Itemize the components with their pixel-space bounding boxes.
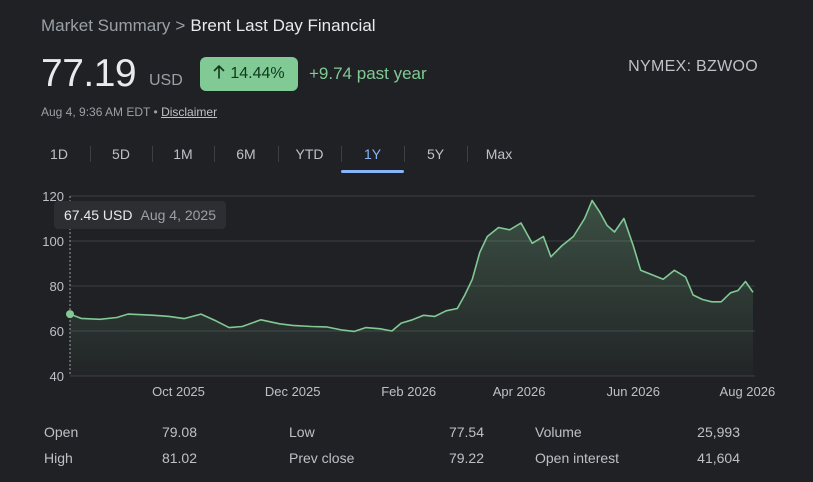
y-tick-label: 100 xyxy=(42,234,64,249)
stat-row-high: High 81.02 xyxy=(44,450,197,470)
breadcrumb-separator: > xyxy=(175,16,186,35)
range-tab-1y[interactable]: 1Y xyxy=(341,142,404,173)
change-absolute: +9.74 past year xyxy=(309,64,427,83)
x-tick-label: Oct 2025 xyxy=(152,384,205,399)
stat-row-volume: Volume 25,993 xyxy=(535,424,740,444)
price-chart[interactable]: 120 100 80 60 40 Oct 2025 Dec 2025 Feb 2026 Apr… xyxy=(0,180,813,405)
stat-row-open: Open 79.08 xyxy=(44,424,197,444)
stat-value: 77.54 xyxy=(448,424,484,440)
range-tab-5d[interactable]: 5D xyxy=(90,142,152,170)
range-tab-1m[interactable]: 1M xyxy=(152,142,214,170)
stat-value: 41,604 xyxy=(697,450,740,466)
stat-label: Open xyxy=(44,424,79,440)
tooltip-date: Aug 4, 2025 xyxy=(140,207,216,223)
y-tick-label: 120 xyxy=(42,189,64,204)
arrow-up-icon xyxy=(213,64,225,84)
hover-tooltip: 67.45 USD Aug 4, 2025 xyxy=(54,201,226,229)
x-tick-label: Feb 2026 xyxy=(381,384,436,399)
stat-value: 81.02 xyxy=(161,450,197,466)
timestamp-separator: • xyxy=(153,105,158,119)
y-axis-labels: 120 100 80 60 40 xyxy=(42,189,64,384)
change-percent: 14.44% xyxy=(230,65,285,82)
x-tick-label: Jun 2026 xyxy=(606,384,660,399)
breadcrumb-current: Brent Last Day Financial xyxy=(190,16,376,35)
quote-timestamp: Aug 4, 9:36 AM EDT xyxy=(41,105,151,119)
range-tab-6m[interactable]: 6M xyxy=(214,142,278,170)
price-line xyxy=(69,199,754,333)
stat-value: 25,993 xyxy=(697,424,740,440)
stat-row-prev-close: Prev close 79.22 xyxy=(289,450,484,470)
currency-label: USD xyxy=(149,72,183,89)
stat-value: 79.08 xyxy=(161,424,197,440)
y-tick-label: 80 xyxy=(50,279,64,294)
x-tick-label: Dec 2025 xyxy=(265,384,321,399)
x-tick-label: Aug 2026 xyxy=(720,384,776,399)
y-tick-label: 60 xyxy=(50,324,64,339)
breadcrumb: Market Summary > Brent Last Day Financial xyxy=(41,16,376,36)
x-tick-label: Apr 2026 xyxy=(493,384,546,399)
range-tab-5y[interactable]: 5Y xyxy=(404,142,467,170)
stat-row-open-interest: Open interest 41,604 xyxy=(535,450,740,470)
price-area-fill xyxy=(70,200,753,376)
disclaimer-link[interactable]: Disclaimer xyxy=(161,105,218,119)
quote-timestamp-line: Aug 4, 9:36 AM EDT • Disclaimer xyxy=(41,105,217,119)
x-axis-labels: Oct 2025 Dec 2025 Feb 2026 Apr 2026 Jun 2026… xyxy=(152,384,775,399)
hover-cursor-dot xyxy=(66,310,74,319)
tooltip-value: 67.45 USD xyxy=(64,207,133,223)
breadcrumb-parent-link[interactable]: Market Summary xyxy=(41,16,171,35)
stat-label: High xyxy=(44,450,73,466)
stat-value: 79.22 xyxy=(448,450,484,466)
stat-label: Open interest xyxy=(535,450,620,466)
stat-label: Volume xyxy=(535,424,582,440)
stat-row-low: Low 77.54 xyxy=(289,424,484,444)
range-tab-ytd[interactable]: YTD xyxy=(278,142,341,170)
stat-label: Prev close xyxy=(289,450,355,466)
stat-label: Low xyxy=(289,424,315,440)
range-tab-max[interactable]: Max xyxy=(467,142,531,170)
ticker-symbol: NYMEX: BZWOO xyxy=(628,58,758,75)
change-percent-badge: 14.44% xyxy=(200,57,298,91)
current-price: 77.19 xyxy=(41,52,137,95)
range-selector: 1D 5D 1M 6M YTD 1Y 5Y Max xyxy=(28,142,531,173)
range-tab-1d[interactable]: 1D xyxy=(50,146,68,162)
y-tick-label: 40 xyxy=(50,369,64,384)
